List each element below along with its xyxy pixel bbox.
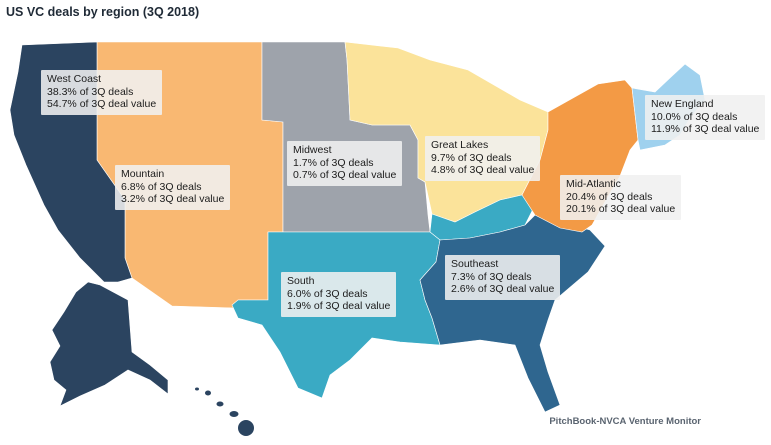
deals-share: 1.7% of 3Q deals xyxy=(293,156,374,169)
island-maui xyxy=(229,411,239,417)
region-west-coast xyxy=(9,41,133,283)
island-oahu xyxy=(216,401,224,407)
deals-share: 6.8% of 3Q deals xyxy=(121,180,202,193)
region-name: Great Lakes xyxy=(431,139,489,151)
deals-share: 9.7% of 3Q deals xyxy=(431,151,512,164)
label-mountain: Mountain 6.8% of 3Q deals 3.2% of 3Q dea… xyxy=(115,165,231,210)
island-kauai xyxy=(205,390,211,396)
label-southeast: Southeast 7.3% of 3Q deals 2.6% of 3Q de… xyxy=(445,255,561,300)
value-share: 4.8% of 3Q deal value xyxy=(431,164,535,177)
value-share: 11.9% of 3Q deal value xyxy=(651,123,760,136)
label-west-coast: West Coast 38.3% of 3Q deals 54.7% of 3Q… xyxy=(41,70,163,115)
region-name: South xyxy=(287,275,315,287)
island-hawaii xyxy=(238,420,254,436)
region-southeast xyxy=(419,214,606,413)
value-share: 20.1% of 3Q deal value xyxy=(566,203,676,216)
deals-share: 7.3% of 3Q deals xyxy=(451,270,532,283)
label-great-lakes: Great Lakes 9.7% of 3Q deals 4.8% of 3Q … xyxy=(425,136,541,181)
value-share: 3.2% of 3Q deal value xyxy=(121,193,225,206)
region-name: Midwest xyxy=(293,144,332,156)
region-name: Mid-Atlantic xyxy=(566,178,621,190)
label-new-england: New England 10.0% of 3Q deals 11.9% of 3… xyxy=(645,95,766,140)
deals-share: 10.0% of 3Q deals xyxy=(651,110,738,123)
deals-share: 6.0% of 3Q deals xyxy=(287,287,368,300)
map-title: US VC deals by region (3Q 2018) xyxy=(6,5,200,19)
label-midwest: Midwest 1.7% of 3Q deals 0.7% of 3Q deal… xyxy=(287,141,403,186)
deals-share: 38.3% of 3Q deals xyxy=(47,85,134,98)
island-small xyxy=(195,387,199,391)
region-alaska xyxy=(49,281,169,407)
value-share: 2.6% of 3Q deal value xyxy=(451,283,555,296)
source-credit: PitchBook-NVCA Venture Monitor xyxy=(549,416,701,427)
deals-share: 20.4% of 3Q deals xyxy=(566,190,653,203)
region-name: New England xyxy=(651,98,714,110)
value-share: 1.9% of 3Q deal value xyxy=(287,300,391,313)
region-name: West Coast xyxy=(47,73,102,85)
value-share: 0.7% of 3Q deal value xyxy=(293,169,397,182)
value-share: 54.7% of 3Q deal value xyxy=(47,98,157,111)
label-mid-atlantic: Mid-Atlantic 20.4% of 3Q deals 20.1% of … xyxy=(560,175,682,220)
label-south: South 6.0% of 3Q deals 1.9% of 3Q deal v… xyxy=(281,272,397,317)
region-name: Southeast xyxy=(451,258,499,270)
region-name: Mountain xyxy=(121,168,165,180)
